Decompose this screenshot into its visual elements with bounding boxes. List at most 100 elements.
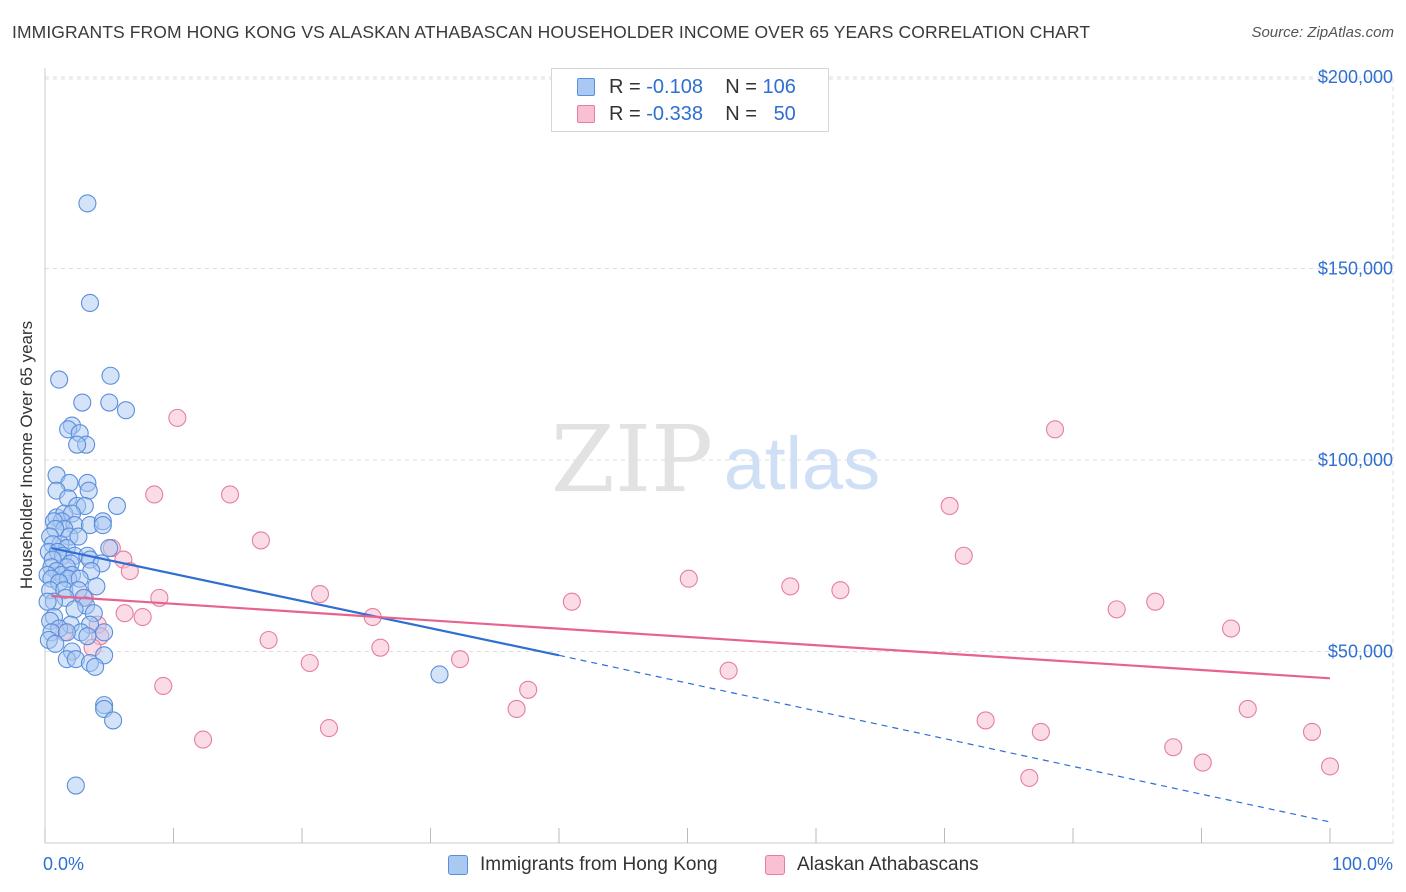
pink-point [831,581,850,600]
bottom-legend-swatch-pink [765,855,785,875]
pink-point [154,676,173,696]
bottom-legend-item-hong-kong[interactable]: Immigrants from Hong Kong [448,852,718,878]
blue-point [100,539,119,558]
axes [44,68,1393,844]
pink-point [310,584,330,604]
pink-point [120,562,139,581]
bottom-legend-item-athabascan[interactable]: Alaskan Athabascans [765,852,979,878]
legend-n-value-pink: 50 [773,102,796,125]
blue-point [95,623,114,642]
blue-point [80,293,100,313]
pink-point [976,711,995,730]
legend-n-label: N = [725,102,757,125]
pink-point [1238,699,1257,719]
blue-point [57,623,76,642]
pink-point [719,661,738,680]
pink-point [679,569,698,588]
legend-r-label: R = [609,102,641,125]
legend-r-value-pink: -0.338 [646,102,703,125]
legend-n-label: N = [725,75,757,98]
blue-point [78,627,97,646]
blue-point [46,634,65,653]
blue-point [78,194,97,213]
pink-point [1193,753,1212,772]
chart-title: IMMIGRANTS FROM HONG KONG VS ALASKAN ATH… [12,22,1091,42]
y-tick-label: $50,000 [1328,642,1393,662]
pink-point [562,592,581,611]
pink-point [115,604,134,623]
blue-point [65,600,84,619]
y-tick-label: $100,000 [1318,450,1393,470]
legend-swatch-pink [577,105,595,123]
correlation-legend: R = -0.108 N = 106 R = -0.338 N = 50 [551,68,829,132]
legend-n-value-blue: 106 [762,75,796,98]
pink-point [168,408,187,427]
pink-point [194,730,213,749]
blue-point [104,711,123,730]
blue-point [107,496,127,516]
legend-r-label: R = [609,75,641,98]
blue-point [68,435,87,454]
pink-point [781,577,800,596]
blue-point [73,393,92,412]
pink-point [145,485,164,504]
pink-point [133,607,152,627]
y-tick-label: $150,000 [1318,259,1393,279]
blue-point [69,527,88,546]
legend-row-blue: R = -0.108 N = 106 [577,75,796,99]
bottom-legend-label: Alaskan Athabascans [797,854,979,875]
pink-point [1164,738,1183,757]
pink-point [1302,722,1322,741]
bottom-legend-swatch-blue [448,855,468,875]
blue-trend-extension [558,654,1331,823]
blue-point [79,481,98,500]
pink-point [1320,757,1340,776]
legend-swatch-blue [577,78,595,96]
legend-r-value-blue: -0.108 [646,75,703,98]
pink-point [507,699,526,719]
blue-point [50,370,69,389]
pink-trend-line [51,594,1331,680]
bottom-legend-label: Immigrants from Hong Kong [480,854,718,875]
pink-point [1146,592,1165,611]
pink-point [1020,768,1039,787]
trend-lines [51,547,1331,823]
pink-point [940,496,959,516]
blue-point [430,665,449,684]
blue-point [116,401,136,420]
pink-point [519,680,538,699]
pink-point [1107,600,1126,619]
pink-point [220,485,240,504]
x-tick-label-min: 0.0% [43,854,84,874]
blue-point [100,393,119,412]
pink-point [1031,722,1050,741]
blue-point [38,592,57,611]
pink-point [319,719,339,738]
pink-point [954,546,973,565]
blue-point [86,657,105,676]
pink-point [1222,619,1241,638]
blue-point [87,577,106,596]
pink-series-points [55,408,1340,787]
y-tick-labels: $50,000 $100,000 $150,000 $200,000 [1318,67,1393,662]
y-tick-label: $200,000 [1318,67,1393,87]
blue-point [101,366,120,385]
pink-point [1045,420,1065,439]
blue-point [93,516,112,535]
gridlines [45,76,1394,843]
blue-series-points [38,194,449,795]
pink-point [300,653,319,673]
y-axis-label: Householder Income Over 65 years [17,320,36,590]
watermark-atlas: atlas [724,422,880,505]
watermark: ZIP atlas [551,406,880,513]
blue-trend-line [51,547,560,657]
source-credit: Source: ZipAtlas.com [1251,24,1394,41]
pink-point [251,531,270,550]
pink-point [371,638,390,657]
watermark-zip: ZIP [551,406,713,513]
x-tick-label-max: 100.0% [1332,854,1393,874]
pink-point [451,650,470,669]
x-tick-labels: 0.0% 100.0% [43,854,1393,874]
pink-point [259,630,278,650]
